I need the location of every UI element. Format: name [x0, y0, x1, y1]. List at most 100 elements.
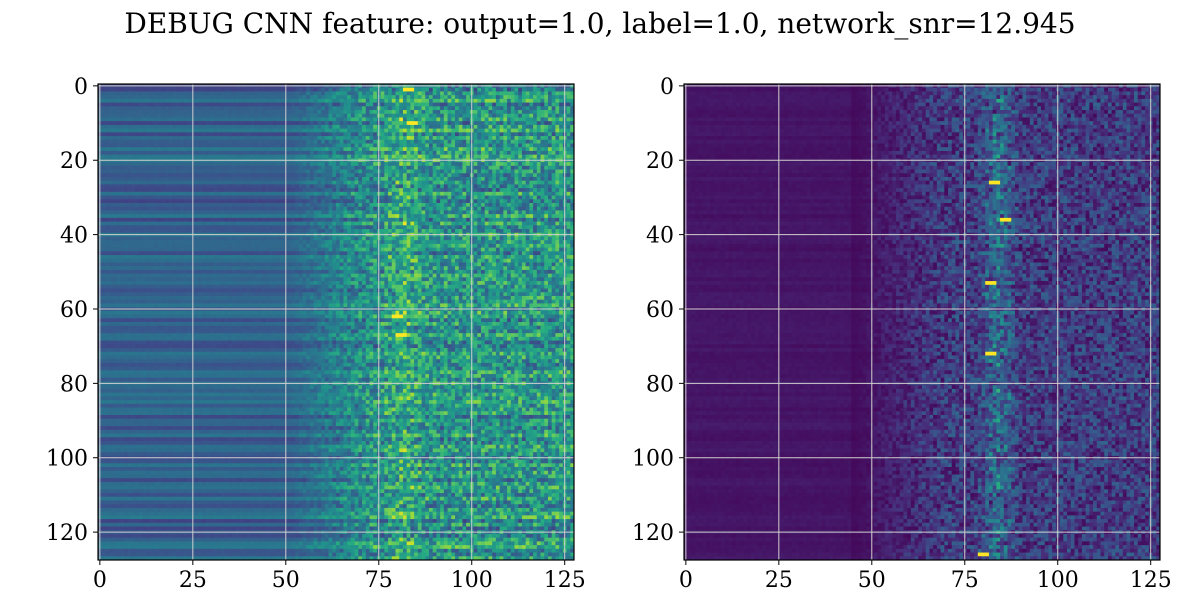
heatmap-cell [343, 173, 348, 178]
heatmap-cell [514, 173, 519, 178]
heatmap-cell [127, 188, 132, 193]
heatmap-cell [369, 191, 374, 197]
heatmap-cell [302, 128, 307, 133]
heatmap-cell [246, 199, 251, 204]
heatmap-cell [414, 87, 419, 92]
heatmap-cell [224, 199, 229, 204]
heatmap-cell [570, 95, 575, 100]
heatmap-cell [269, 221, 274, 226]
heatmap-cell [332, 203, 337, 208]
heatmap-cell [533, 98, 538, 104]
heatmap-cell [332, 113, 337, 118]
heatmap-cell [533, 221, 538, 226]
heatmap-cell [455, 225, 460, 230]
heatmap-cell [473, 98, 478, 104]
heatmap-cell [350, 169, 356, 174]
heatmap-cell [540, 184, 545, 189]
heatmap-cell [570, 154, 575, 159]
heatmap-cell [306, 214, 311, 219]
heatmap-cell [254, 217, 259, 223]
heatmap-cell [421, 180, 426, 185]
heatmap-cell [514, 214, 519, 219]
heatmap-cell [109, 106, 114, 111]
heatmap-cell [120, 102, 125, 107]
heatmap-cell [410, 147, 415, 152]
heatmap-cell [176, 217, 181, 223]
heatmap-cell [220, 110, 225, 115]
heatmap-cell [306, 110, 311, 115]
heatmap-cell [239, 132, 244, 137]
heatmap-cell [269, 203, 274, 208]
heatmap-cell [298, 117, 304, 122]
heatmap-cell [525, 217, 530, 223]
heatmap-cell [443, 91, 449, 96]
heatmap-cell [466, 162, 471, 167]
heatmap-cell [187, 150, 192, 156]
heatmap-cell [209, 139, 214, 144]
heatmap-cell [466, 176, 471, 182]
heatmap-cell [127, 203, 132, 208]
heatmap-cell [414, 203, 419, 208]
heatmap-cell [257, 124, 263, 130]
heatmap-cell [536, 199, 542, 204]
heatmap-cell [466, 188, 471, 193]
heatmap-cell [269, 110, 274, 115]
heatmap-cell [495, 191, 501, 197]
heatmap-cell [510, 87, 515, 92]
heatmap-cell [380, 91, 385, 96]
heatmap-cell [358, 173, 363, 178]
heatmap-cell [336, 91, 341, 96]
heatmap-cell [384, 147, 389, 152]
heatmap-cell [402, 188, 408, 193]
heatmap-cell [135, 210, 140, 215]
heatmap-cell [276, 191, 281, 197]
heatmap-cell [209, 173, 214, 178]
heatmap-cell [555, 191, 560, 197]
heatmap-cell [116, 128, 121, 133]
heatmap-cell [417, 124, 423, 130]
heatmap-cell [555, 121, 560, 126]
heatmap-cell [380, 117, 385, 122]
heatmap-cell [243, 147, 248, 152]
heatmap-cell [321, 121, 326, 126]
heatmap-cell [481, 176, 486, 182]
heatmap-cell [254, 180, 259, 185]
heatmap-cell [347, 184, 352, 189]
heatmap-cell [410, 139, 415, 144]
heatmap-cell [131, 117, 136, 122]
heatmap-cell [555, 124, 560, 130]
heatmap-cell [146, 106, 151, 111]
heatmap-cell [373, 154, 378, 159]
heatmap-cell [228, 139, 233, 144]
heatmap-cell [421, 91, 426, 96]
heatmap-cell [507, 98, 512, 104]
heatmap-cell [231, 102, 237, 107]
heatmap-cell [481, 128, 486, 133]
heatmap-cell [347, 150, 352, 156]
heatmap-cell [384, 206, 389, 211]
heatmap-cell [481, 195, 486, 200]
heatmap-cell [153, 117, 158, 122]
heatmap-cell [250, 121, 255, 126]
heatmap-cell [276, 225, 281, 230]
heatmap-cell [503, 173, 508, 178]
heatmap-cell [380, 180, 385, 185]
heatmap-cell [518, 173, 523, 178]
heatmap-cell [101, 173, 106, 178]
heatmap-cell [458, 162, 463, 167]
heatmap-cell [202, 176, 207, 182]
heatmap-cell [183, 147, 188, 152]
heatmap-cell [243, 165, 248, 171]
heatmap-cell [328, 221, 333, 226]
heatmap-cell [131, 95, 136, 100]
heatmap-cell [369, 203, 374, 208]
heatmap-cell [350, 195, 356, 200]
heatmap-cell [257, 217, 263, 223]
heatmap-cell [224, 162, 229, 167]
heatmap-cell [112, 95, 118, 100]
heatmap-cell [458, 102, 463, 107]
heatmap-cell [414, 176, 419, 182]
heatmap-cell [179, 110, 185, 115]
heatmap-cell [384, 217, 389, 223]
heatmap-cell [447, 184, 452, 189]
